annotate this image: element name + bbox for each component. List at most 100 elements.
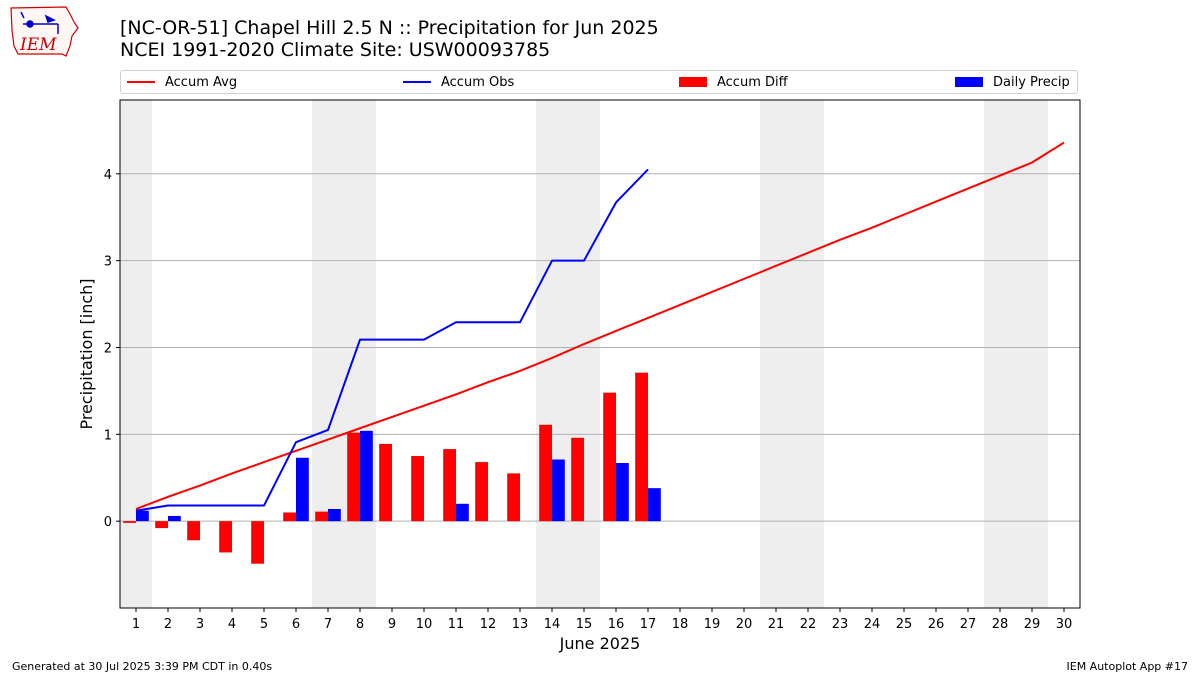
weekend-band [792,100,824,608]
grid-lines [120,173,1080,522]
y-tick-label: 4 [104,168,112,183]
x-tick-label: 2 [164,617,172,632]
y-tick-label: 3 [104,255,112,270]
plot-frame [119,99,1081,609]
legend-swatch-accum-diff [679,77,707,87]
weekend-band [120,100,152,608]
accum-diff-bar [187,521,200,541]
legend-swatch-accum-avg [127,81,155,83]
x-tick-label: 23 [832,617,849,632]
x-tick-label: 18 [672,617,689,632]
y-tick-label: 1 [104,428,112,443]
accum-diff-bar [283,512,296,522]
x-tick-label: 26 [928,617,945,632]
x-axis-label: June 2025 [559,634,641,653]
legend-swatch-accum-obs [403,81,431,83]
daily-precip-bar [552,459,565,522]
accum-diff-bar [539,424,552,522]
y-tick-label: 2 [104,341,112,356]
y-axis-ticks: 0 1 2 3 4 [104,168,120,530]
weekend-band [568,100,600,608]
daily-precip-bar [648,488,661,522]
bar-series [123,372,661,564]
x-tick-label: 13 [512,617,529,632]
legend-label-accum-obs: Accum Obs [441,74,515,90]
accum-diff-bar [507,473,520,522]
legend-swatch-daily-precip [955,77,983,87]
daily-precip-bar [616,462,629,522]
y-tick-label: 0 [104,515,112,530]
daily-precip-bar [328,509,341,522]
x-axis-ticks: 1 2 3 4 5 6 7 8 9 10 11 12 13 14 15 16 17 18 19 20 21 22 23 24 2… [132,608,1072,632]
x-tick-label: 22 [800,617,817,632]
daily-precip-bar [168,515,181,522]
legend-label-daily-precip: Daily Precip [993,74,1070,90]
x-tick-label: 20 [736,617,753,632]
x-tick-label: 3 [196,617,204,632]
x-tick-label: 5 [260,617,268,632]
accum-diff-bar [571,437,584,522]
accum-diff-bar [347,432,360,522]
legend: Accum Avg Accum Obs Accum Diff Daily Pre… [120,70,1078,94]
legend-item-accum-avg: Accum Avg [127,71,237,93]
footer-app-text: IEM Autoplot App #17 [1066,660,1189,673]
weekend-band [344,100,376,608]
x-tick-label: 10 [416,617,433,632]
x-tick-label: 4 [228,617,236,632]
x-tick-label: 1 [132,617,140,632]
legend-item-accum-diff: Accum Diff [679,71,788,93]
accum-diff-bar [603,392,616,522]
x-tick-label: 12 [480,617,497,632]
x-tick-label: 16 [608,617,625,632]
iowa-outline-icon [10,6,79,57]
weather-instrument-icon [20,11,59,34]
x-tick-label: 29 [1024,617,1041,632]
x-tick-label: 6 [292,617,300,632]
x-tick-label: 27 [960,617,977,632]
accum-diff-bar [155,521,168,529]
weekend-band [984,100,1016,608]
legend-label-accum-avg: Accum Avg [165,74,238,90]
x-tick-label: 17 [640,617,657,632]
accum-diff-bar [635,372,648,522]
accum-diff-bar [315,511,328,522]
x-tick-label: 9 [388,617,396,632]
footer-generated-text: Generated at 30 Jul 2025 3:39 PM CDT in … [12,660,273,673]
x-tick-label: 19 [704,617,721,632]
daily-precip-bar [136,510,149,522]
accum-diff-bar [123,521,136,523]
accum-diff-bar [411,456,424,522]
iem-logo: IEM [8,4,82,64]
legend-item-accum-obs: Accum Obs [403,71,514,93]
logo-text: IEM [19,35,57,55]
line-series [135,141,1065,512]
accum-obs-line [135,168,649,512]
x-tick-label: 14 [544,617,561,632]
weekend-band [1016,100,1048,608]
x-tick-label: 25 [896,617,913,632]
accum-diff-bar [219,521,232,553]
chart-subtitle: NCEI 1991-2020 Climate Site: USW00093785 [120,39,551,61]
weekend-band [760,100,792,608]
x-tick-label: 15 [576,617,593,632]
legend-label-accum-diff: Accum Diff [717,74,788,90]
weekend-band [312,100,344,608]
x-tick-label: 8 [356,617,364,632]
x-tick-label: 11 [448,617,465,632]
accum-diff-bar [379,443,392,522]
accum-diff-bar [475,462,488,522]
x-tick-label: 30 [1056,617,1073,632]
weekend-shading [120,100,1048,608]
x-tick-label: 21 [768,617,785,632]
accum-diff-bar [251,521,264,564]
daily-precip-bar [296,457,309,522]
chart-title: [NC-OR-51] Chapel Hill 2.5 N :: Precipit… [120,17,659,39]
y-axis-label: Precipitation [inch] [77,278,96,429]
legend-item-daily-precip: Daily Precip [955,71,1070,93]
accum-diff-bar [443,449,456,522]
x-tick-label: 7 [324,617,332,632]
daily-precip-bar [360,430,373,522]
x-tick-label: 28 [992,617,1009,632]
daily-precip-bar [456,503,469,522]
